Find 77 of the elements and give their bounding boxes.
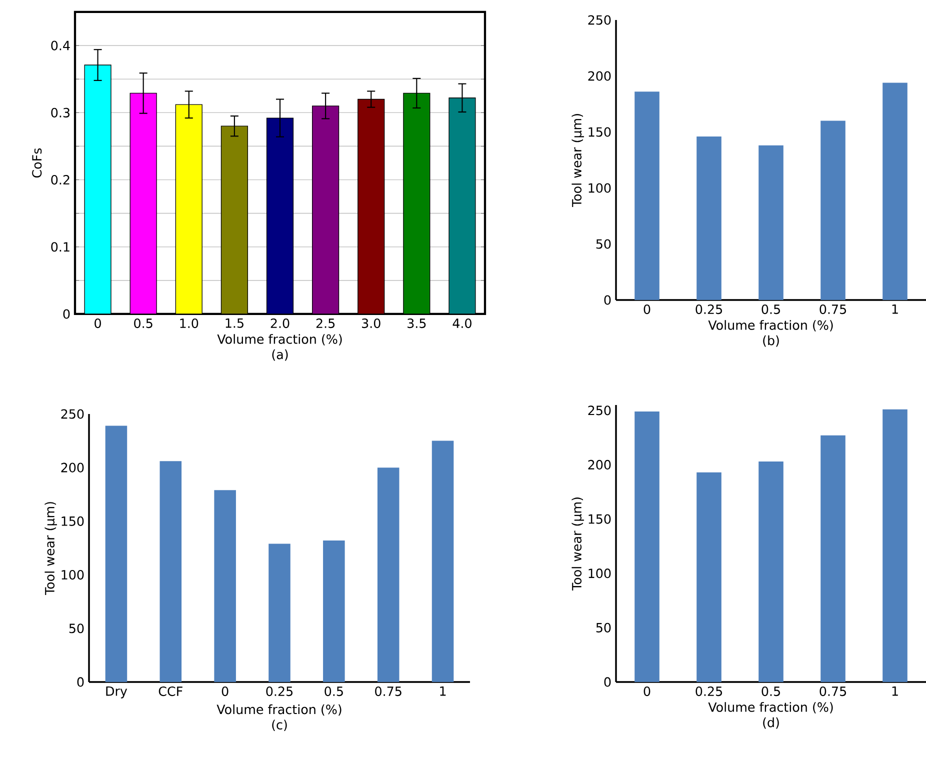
text: (c) xyxy=(272,720,287,732)
x-tick-label: 0.5 xyxy=(762,304,780,314)
x-tick-label: 0.5 xyxy=(762,686,780,696)
x-tick-label: 0.75 xyxy=(375,686,402,696)
bar xyxy=(634,412,660,682)
y-tick-label: 150 xyxy=(62,516,84,526)
x-axis-title: Volume fraction (%) xyxy=(708,702,833,714)
y-tick-label: 200 xyxy=(61,462,84,472)
x-tick-label: 2.5 xyxy=(316,318,335,328)
bar xyxy=(820,120,846,300)
bar xyxy=(758,461,784,682)
bar xyxy=(696,136,722,300)
y-tick-label: 100 xyxy=(62,570,84,580)
x-axis-title: Volume fraction (%) xyxy=(708,320,833,332)
y-tick-label: 50 xyxy=(596,239,611,249)
bar xyxy=(820,435,846,682)
x-tick-label: 3.0 xyxy=(362,318,380,328)
x-tick-label: 2.0 xyxy=(270,318,290,328)
x-tick-label: 1 xyxy=(440,686,446,696)
x-tick-label: 3.5 xyxy=(408,318,426,328)
x-tick-label: 0.25 xyxy=(696,686,722,696)
y-tick-label: 100 xyxy=(588,568,611,578)
x-tick-label: 0.25 xyxy=(696,304,722,314)
text: (b) xyxy=(763,335,779,347)
x-tick-label: 0 xyxy=(94,318,101,328)
bar xyxy=(105,426,128,682)
x-tick-label: Dry xyxy=(106,686,128,698)
x-tick-label: 0 xyxy=(222,686,228,696)
x-tick-label: 0 xyxy=(644,686,650,696)
y-tick-label: 250 xyxy=(61,409,84,419)
x-tick-label: 0 xyxy=(644,304,650,314)
bar xyxy=(882,82,908,300)
y-axis-title: Tool wear (μm) xyxy=(572,114,584,208)
bar xyxy=(696,472,722,682)
y-tick-label: 150 xyxy=(588,514,611,524)
y-tick-label: 0.1 xyxy=(51,242,70,252)
y-tick-label: 0.3 xyxy=(51,108,70,118)
y-tick-label: 200 xyxy=(588,460,611,470)
x-tick-label: 0.5 xyxy=(324,686,343,696)
x-tick-label: 0.75 xyxy=(820,304,846,314)
y-tick-label: 0 xyxy=(77,677,84,687)
bar xyxy=(758,145,784,300)
y-tick-label: 50 xyxy=(69,624,84,634)
y-tick-label: 250 xyxy=(588,15,611,25)
x-axis-title: Volume fraction (%) xyxy=(216,704,342,716)
y-axis-title: Tool wear (μm) xyxy=(44,502,57,596)
y-tick-label: 150 xyxy=(588,127,611,137)
y-tick-label: 100 xyxy=(588,183,611,193)
bar xyxy=(214,490,236,682)
y-axis-title: Tool wear (μm) xyxy=(572,498,584,591)
bar xyxy=(160,461,182,682)
x-tick-label: 0.25 xyxy=(266,686,292,696)
y-tick-label: 0 xyxy=(604,677,611,687)
text: (a) xyxy=(272,349,288,361)
bar xyxy=(882,409,908,682)
x-tick-label: 1 xyxy=(892,686,898,696)
y-tick-label: 0 xyxy=(604,295,611,305)
bar xyxy=(634,92,660,300)
x-tick-label: 0.5 xyxy=(134,318,152,328)
y-tick-label: 200 xyxy=(588,71,611,81)
y-tick-label: 0.4 xyxy=(51,40,70,50)
bar xyxy=(377,468,400,682)
y-tick-label: 250 xyxy=(588,406,611,416)
x-tick-label: 1.0 xyxy=(180,318,198,328)
y-axis-title: CoFs xyxy=(32,148,42,178)
x-axis-title: Volume fraction (%) xyxy=(217,334,342,346)
x-tick-label: 4.0 xyxy=(452,318,472,328)
x-tick-label: 1.5 xyxy=(226,318,244,328)
x-tick-label: CCF xyxy=(158,686,182,696)
y-tick-label: 0.2 xyxy=(51,174,70,185)
bar xyxy=(323,540,345,682)
x-tick-label: 1 xyxy=(892,304,898,314)
bar xyxy=(432,440,454,682)
text: (d) xyxy=(763,717,779,729)
x-tick-label: 0.75 xyxy=(820,686,846,696)
bar xyxy=(268,544,290,682)
y-tick-label: 50 xyxy=(596,622,611,632)
